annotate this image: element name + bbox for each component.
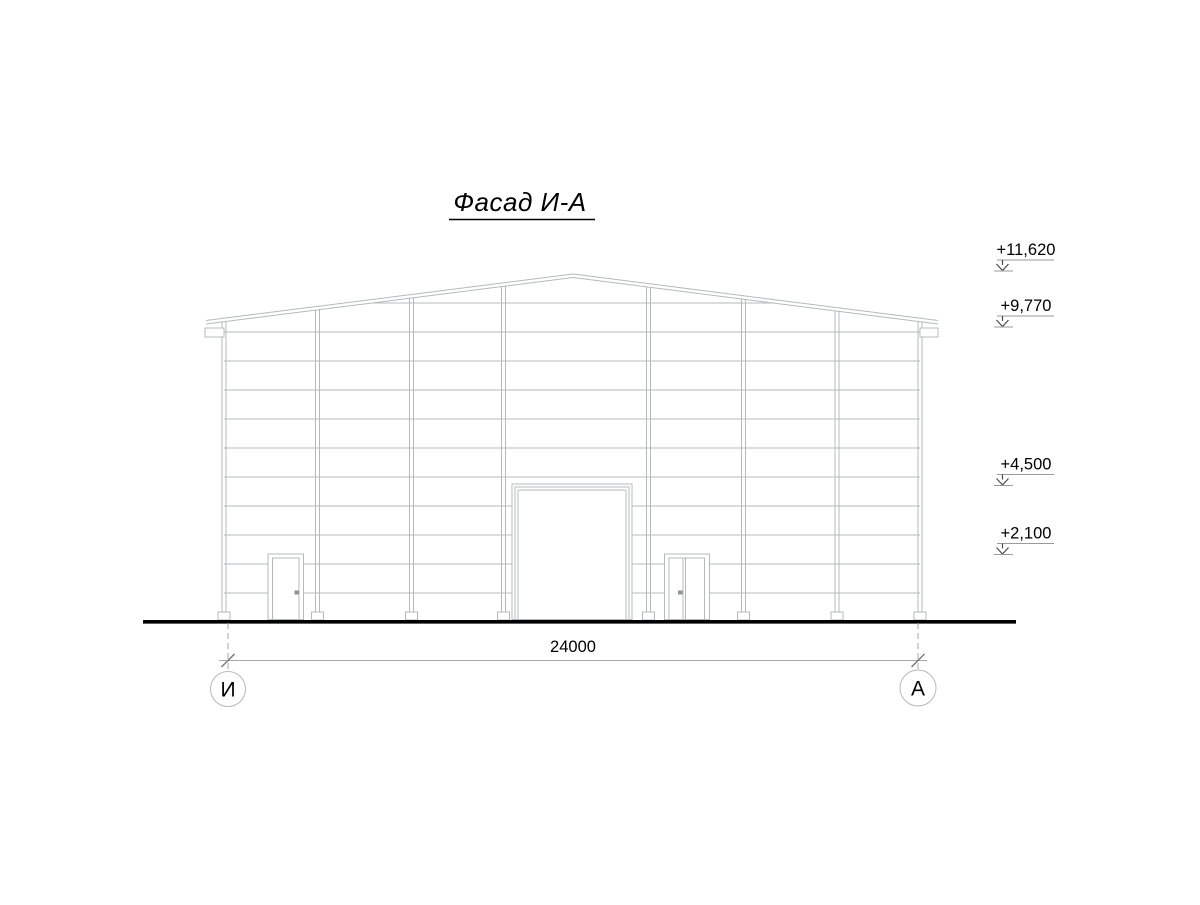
central-gate	[511, 483, 633, 620]
roof-bottom-line	[205, 276, 939, 325]
elevation-mark-mid: +4,500	[994, 456, 1054, 486]
column-base-plate	[405, 611, 418, 621]
right-door-frame	[664, 553, 710, 620]
column-base-plate	[737, 611, 750, 621]
dimension-line-group: 24000	[219, 623, 927, 670]
dimension-value: 24000	[550, 638, 596, 656]
elevation-value: +2,100	[1001, 525, 1052, 543]
elevation-value: +9,770	[1001, 297, 1052, 315]
column-base-plate	[642, 611, 655, 621]
right-door	[664, 553, 710, 620]
axis-circle	[210, 671, 246, 707]
elevation-mark-ridge: +11,620	[994, 241, 1056, 272]
axis-bubble-right: А	[899, 669, 937, 707]
title-block: Фасад И-А	[449, 187, 595, 221]
elevation-arrow-icon	[996, 260, 1009, 272]
elevation-arrow-icon	[996, 474, 1009, 486]
column-base-plate	[830, 611, 844, 621]
axis-bubble-left: И	[210, 671, 246, 707]
elevation-arrow-icon	[996, 316, 1009, 328]
column-base-plate	[217, 611, 231, 621]
dimension-tick-right	[911, 653, 925, 668]
elevation-value: +4,500	[1001, 456, 1052, 474]
axis-circle	[899, 669, 937, 707]
roof-top-line	[205, 273, 939, 321]
left-door	[267, 553, 304, 620]
axis-label-a: А	[911, 678, 925, 701]
roof	[204, 273, 939, 338]
column-base-plate	[913, 611, 927, 621]
gate-outer-frame	[511, 483, 633, 620]
building-wall-structure	[217, 286, 927, 621]
dimension-tick-left	[221, 653, 235, 668]
elevation-arrow-icon	[996, 543, 1009, 555]
left-door-handle	[294, 590, 299, 595]
right-door-handle	[678, 590, 683, 595]
axis-label-i: И	[220, 679, 235, 702]
right-eave-gutter	[919, 327, 939, 338]
elevation-mark-eave: +9,770	[994, 297, 1054, 328]
column-base-plate	[497, 611, 510, 621]
left-eave-gutter	[204, 327, 225, 338]
elevation-mark-low: +2,100	[994, 525, 1054, 555]
left-door-leaf	[272, 557, 300, 620]
drawing-title: Фасад И-А	[453, 187, 586, 217]
gate-leaf	[517, 489, 627, 620]
right-door-leaves	[668, 557, 705, 620]
elevation-value: +11,620	[997, 241, 1056, 259]
left-door-frame	[267, 553, 304, 620]
column-base-plate	[311, 611, 324, 621]
